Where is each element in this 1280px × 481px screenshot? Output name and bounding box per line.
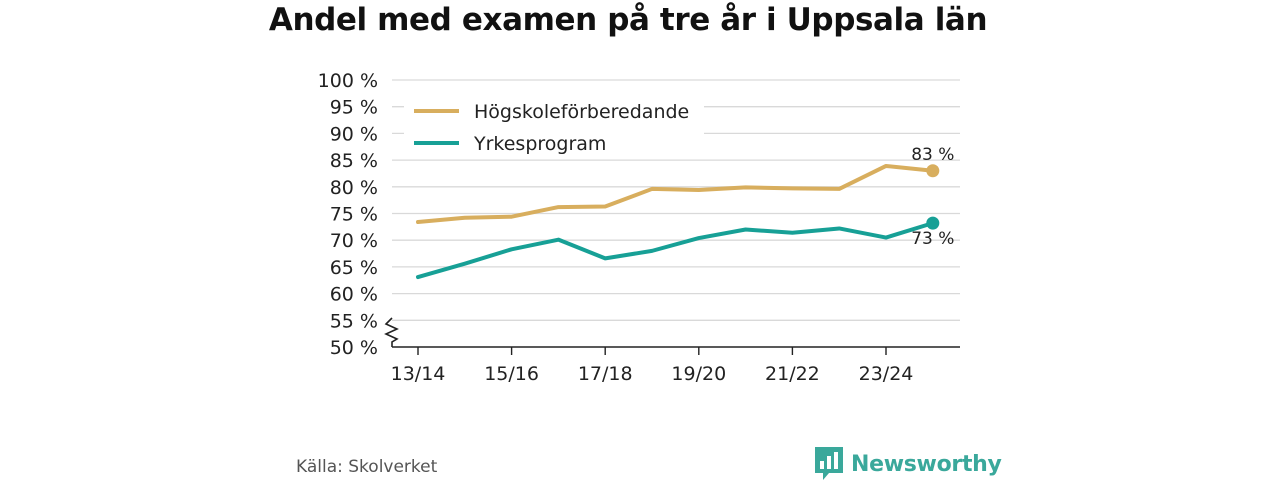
legend-background [404,92,704,158]
end-point [926,164,940,178]
legend-label: Yrkesprogram [473,133,606,155]
end-value-label: 83 % [911,145,954,165]
x-tick-label: 13/14 [391,363,446,385]
y-tick-label: 65 % [330,257,378,279]
y-tick-label: 80 % [330,177,378,199]
x-tick-label: 21/22 [765,363,820,385]
x-tick-label: 17/18 [578,363,633,385]
y-tick-label: 85 % [330,150,378,172]
x-tick-label: 23/24 [859,363,914,385]
brand-logo: Newsworthy [815,447,1002,481]
y-tick-label: 70 % [330,230,378,252]
chart-title: Andel med examen på tre år i Uppsala län [268,2,988,38]
x-axis-ticks: 13/14 15/16 17/18 19/20 21/22 23/24 [391,347,914,385]
y-tick-label: 55 % [330,310,378,332]
y-tick-label: 75 % [330,204,378,226]
x-tick-label: 19/20 [671,363,726,385]
y-tick-label: 90 % [330,123,378,145]
series-line [416,163,935,225]
legend-label: Högskoleförberedande [474,101,689,123]
legend: Högskoleförberedande Yrkesprogram [404,92,704,158]
end-point [926,216,940,230]
y-tick-label: 50 % [330,337,378,359]
end-value-label: 73 % [911,229,954,249]
bar-chart-speech-icon [815,447,843,480]
x-axis [384,317,960,348]
y-tick-label: 60 % [330,284,378,306]
axis-break-marker [384,317,399,347]
x-tick-label: 15/16 [484,363,539,385]
series-lines: 83 % 73 % [416,145,954,280]
y-axis-ticks: 50 % 55 % 60 % 65 % 70 % 75 % 80 % 85 % 90 % 95 %… [318,70,378,359]
y-tick-label: 100 % [318,70,378,92]
series-line [416,221,935,280]
source-note: Källa: Skolverket [296,457,438,477]
brand-name: Newsworthy [851,451,1002,477]
y-tick-label: 95 % [330,97,378,119]
